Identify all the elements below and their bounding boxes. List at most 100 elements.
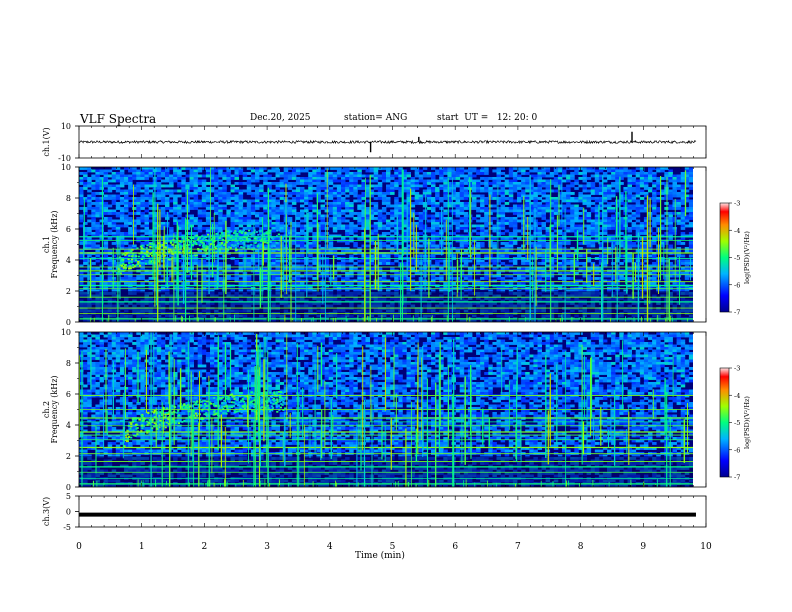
noise-cell	[128, 262, 133, 265]
noise-cell	[435, 244, 440, 248]
noise-cell	[201, 184, 207, 188]
noise-cell	[345, 187, 350, 190]
noise-cell	[566, 199, 571, 203]
noise-cell	[492, 227, 497, 230]
noise-cell	[451, 182, 456, 185]
noise-cell	[447, 204, 452, 208]
noise-cell	[439, 267, 444, 270]
noise-cell	[107, 272, 113, 275]
noise-cell	[156, 189, 162, 193]
noise-cell	[652, 167, 657, 170]
noise-cell	[365, 219, 370, 223]
noise-cell	[602, 219, 608, 223]
noise-cell	[668, 229, 673, 233]
noise-cell	[635, 214, 641, 218]
noise-cell	[222, 184, 227, 188]
noise-cell	[79, 282, 84, 285]
noise-cell	[619, 172, 624, 175]
noise-cell	[381, 209, 387, 213]
noise-cell	[635, 219, 641, 223]
noise-cell	[83, 197, 88, 200]
noise-cell	[226, 202, 231, 205]
noise-cell	[562, 197, 567, 200]
noise-cell	[91, 274, 96, 278]
noise-cell	[431, 227, 436, 230]
noise-cell	[533, 202, 538, 205]
noise-cell	[480, 194, 485, 198]
noise-cell	[140, 189, 145, 193]
noise-cell	[83, 167, 88, 170]
noise-cell	[87, 232, 92, 235]
noise-cell	[373, 184, 379, 188]
noise-cell	[557, 167, 563, 170]
noise-cell	[566, 262, 571, 265]
noise-cell	[406, 182, 411, 185]
noise-cell	[79, 199, 84, 203]
noise-cell	[590, 242, 596, 245]
noise-cell	[386, 184, 391, 188]
noise-cell	[508, 194, 514, 198]
noise-cell	[365, 209, 370, 213]
noise-cell	[283, 179, 289, 183]
noise-cell	[533, 222, 538, 225]
noise-cell	[205, 217, 211, 220]
noise-cell	[414, 237, 420, 240]
noise-cell	[103, 177, 109, 180]
noise-cell	[332, 174, 338, 178]
noise-cell	[250, 227, 256, 230]
noise-cell	[619, 197, 624, 200]
noise-cell	[607, 187, 612, 190]
noise-cell	[398, 219, 403, 223]
noise-cell	[377, 194, 383, 198]
noise-cell	[451, 169, 456, 173]
noise-cell	[594, 267, 600, 270]
noise-cell	[181, 219, 186, 223]
noise-cell	[324, 264, 330, 268]
noise-cell	[476, 172, 481, 175]
noise-cell	[267, 194, 272, 198]
noise-cell	[91, 272, 96, 275]
noise-cell	[582, 189, 587, 193]
noise-cell	[553, 169, 559, 173]
noise-cell	[214, 262, 219, 265]
noise-cell	[107, 217, 113, 220]
noise-cell	[115, 187, 121, 190]
noise-cell	[627, 192, 632, 195]
noise-cell	[431, 219, 436, 223]
noise-cell	[341, 199, 346, 203]
noise-cell	[300, 219, 305, 223]
noise-cell	[500, 214, 506, 218]
noise-cell	[602, 199, 608, 203]
noise-cell	[205, 232, 211, 235]
noise-cell	[218, 194, 223, 198]
noise-cell	[95, 247, 100, 250]
noise-cell	[156, 212, 162, 215]
noise-cell	[381, 272, 387, 275]
noise-cell	[594, 212, 600, 215]
noise-cell	[537, 214, 542, 218]
noise-cell	[332, 212, 338, 215]
noise-cell	[369, 174, 375, 178]
noise-cell	[95, 222, 100, 225]
noise-cell	[431, 189, 436, 193]
noise-cell	[144, 189, 149, 193]
noise-cell	[402, 249, 407, 253]
noise-cell	[463, 192, 469, 195]
noise-cell	[664, 187, 669, 190]
noise-cell	[250, 177, 256, 180]
noise-cell	[181, 207, 186, 210]
noise-cell	[345, 277, 350, 280]
noise-cell	[590, 207, 596, 210]
noise-cell	[394, 279, 399, 283]
noise-cell	[336, 187, 342, 190]
noise-cell	[205, 282, 211, 285]
noise-cell	[574, 229, 579, 233]
noise-cell	[656, 217, 661, 220]
noise-cell	[287, 194, 293, 198]
noise-cell	[316, 254, 321, 258]
noise-cell	[373, 172, 379, 175]
noise-cell	[529, 254, 534, 258]
noise-cell	[189, 184, 194, 188]
noise-cell	[619, 217, 624, 220]
noise-cell	[201, 182, 207, 185]
